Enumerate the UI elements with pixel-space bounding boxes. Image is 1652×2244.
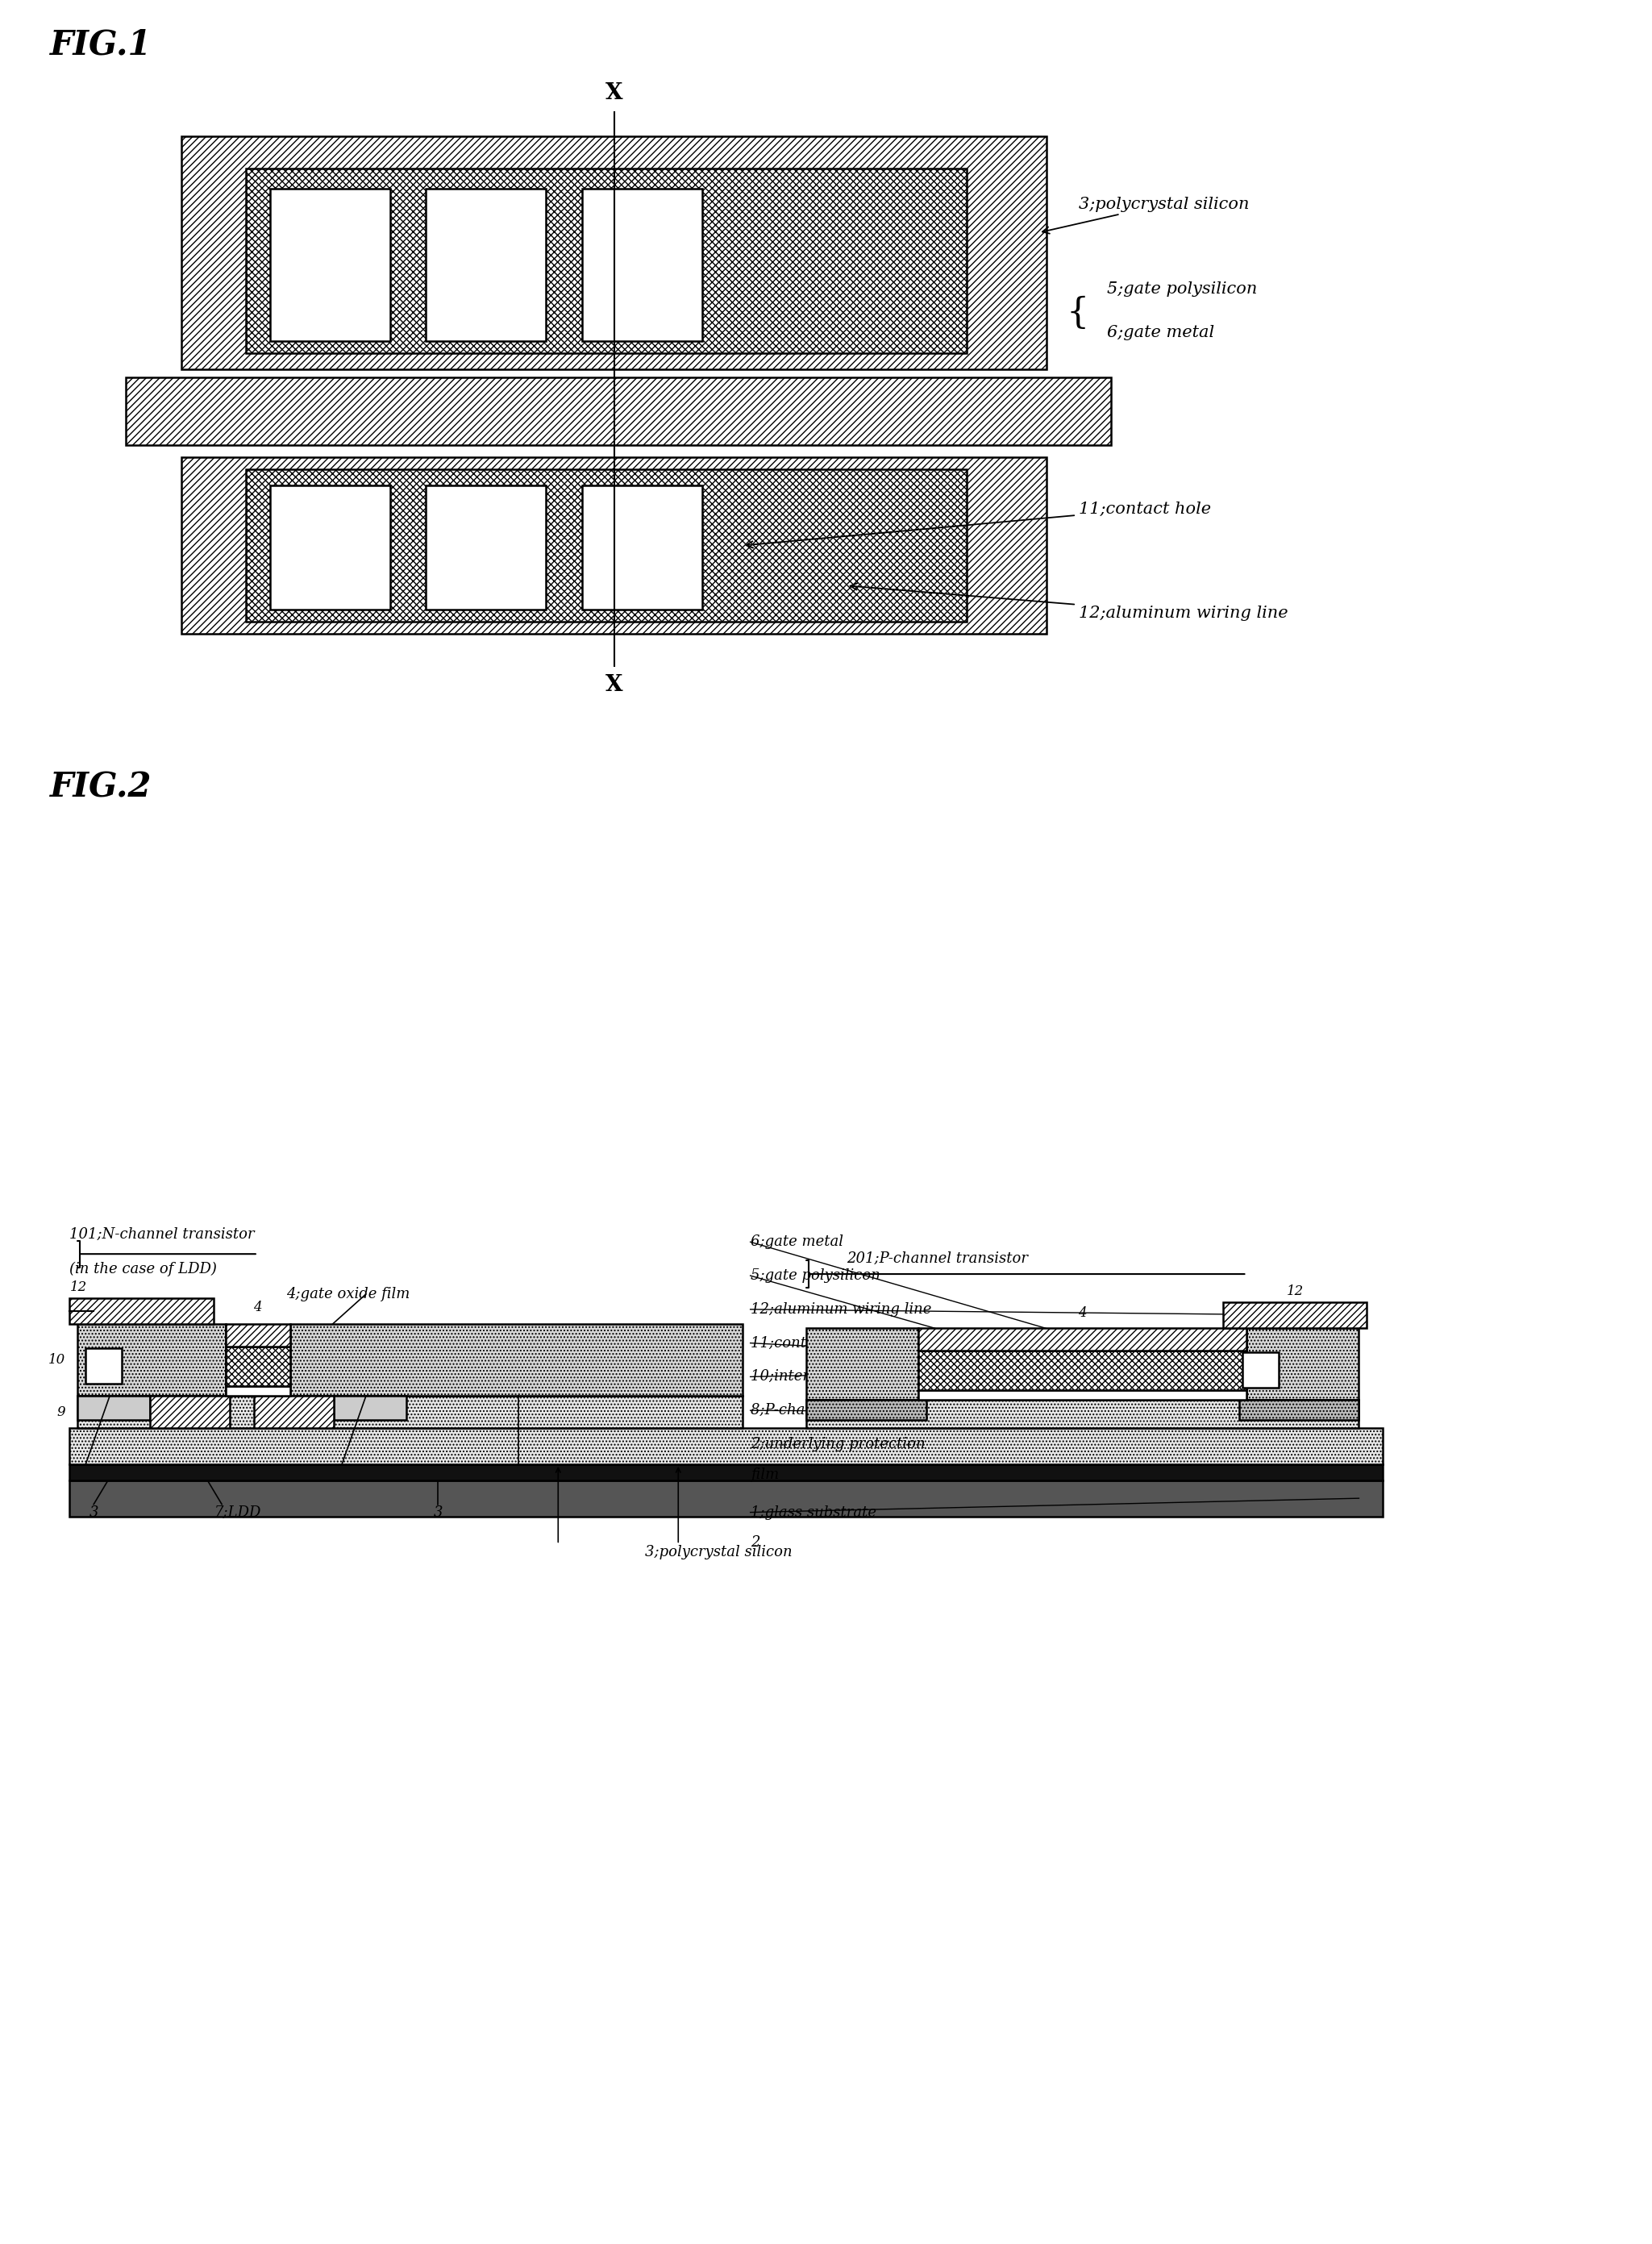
Text: (in the case of LDD): (in the case of LDD) (69, 1261, 216, 1277)
Bar (582, 485, 702, 610)
Text: 12;aluminum wiring line: 12;aluminum wiring line (851, 583, 1289, 622)
Text: 7;LDD: 7;LDD (215, 1506, 261, 1519)
Bar (426, 188, 547, 341)
Text: 4: 4 (1079, 1306, 1087, 1319)
Bar (182, 458, 1047, 633)
Text: 6: 6 (177, 1328, 185, 1342)
Text: 101;N-channel transistor: 101;N-channel transistor (69, 1227, 254, 1241)
Bar (1239, 1400, 1360, 1420)
Text: 2;underlying protection: 2;underlying protection (750, 1436, 925, 1452)
Text: 5;gate polysilicon: 5;gate polysilicon (750, 1268, 881, 1284)
Text: 11: 11 (81, 1328, 99, 1342)
Text: 12;aluminum wiring line: 12;aluminum wiring line (750, 1302, 932, 1317)
Text: 12: 12 (1287, 1284, 1303, 1297)
Text: 6;gate metal: 6;gate metal (1107, 325, 1214, 341)
Text: 4: 4 (253, 1302, 263, 1315)
Bar (919, 1328, 1247, 1351)
Text: 5: 5 (218, 1328, 226, 1342)
Bar (226, 1346, 289, 1387)
Bar (246, 469, 966, 622)
Bar (78, 1396, 742, 1427)
Text: 1;glass substrate: 1;glass substrate (750, 1506, 876, 1519)
Bar (289, 1324, 742, 1396)
Bar (582, 188, 702, 341)
Bar (69, 1463, 1383, 1481)
Text: 201;P-channel transistor: 201;P-channel transistor (846, 1252, 1028, 1266)
Text: 3;polycrystal silicon: 3;polycrystal silicon (1042, 197, 1249, 233)
Text: 6;gate metal: 6;gate metal (750, 1234, 843, 1250)
Bar (806, 1400, 1360, 1427)
Bar (226, 1324, 289, 1346)
Bar (919, 1391, 1247, 1400)
Bar (806, 1400, 927, 1420)
Text: 3: 3 (89, 1506, 99, 1519)
Text: 12: 12 (69, 1281, 88, 1295)
Text: 9;N-ch S/D: 9;N-ch S/D (230, 1400, 297, 1411)
Bar (86, 1349, 122, 1385)
Bar (69, 1481, 1383, 1517)
Text: film: film (750, 1468, 778, 1481)
Bar (150, 1396, 230, 1427)
Bar (182, 137, 1047, 368)
Bar (226, 1387, 289, 1396)
Text: 11: 11 (1242, 1391, 1260, 1405)
Text: 10;inter-layer insulation film: 10;inter-layer insulation film (750, 1369, 961, 1385)
Bar (78, 1324, 226, 1396)
Bar (269, 485, 390, 610)
Text: 5;gate polysilicon: 5;gate polysilicon (1107, 280, 1257, 296)
Text: FIG.1: FIG.1 (50, 29, 152, 63)
Bar (1222, 1302, 1366, 1328)
Bar (1242, 1351, 1279, 1389)
Text: 10: 10 (314, 1353, 330, 1367)
Text: X: X (606, 83, 623, 103)
Bar (69, 1427, 1383, 1463)
Bar (806, 1328, 919, 1400)
Text: 3;polycrystal silicon: 3;polycrystal silicon (644, 1546, 791, 1560)
Text: 11;contact hole: 11;contact hole (747, 500, 1211, 548)
Bar (1247, 1328, 1360, 1400)
Text: 4;gate oxide film: 4;gate oxide film (286, 1286, 410, 1302)
Text: X: X (606, 673, 623, 696)
Text: 10: 10 (169, 1360, 185, 1373)
Text: 8;P-channel source/drain: 8;P-channel source/drain (750, 1402, 935, 1418)
Bar (254, 1396, 334, 1427)
Text: FIG.2: FIG.2 (50, 770, 152, 803)
Bar (126, 377, 1110, 444)
Text: 10: 10 (1256, 1358, 1272, 1371)
Text: 3: 3 (433, 1506, 443, 1519)
Text: 11;contact hole: 11;contact hole (750, 1335, 864, 1351)
Bar (69, 1297, 213, 1324)
Text: 10: 10 (48, 1353, 66, 1367)
Bar (269, 188, 390, 341)
Text: {: { (1067, 296, 1089, 330)
Bar (426, 485, 547, 610)
Text: 9: 9 (58, 1405, 66, 1418)
Bar (246, 168, 966, 352)
Bar (78, 1396, 150, 1420)
Bar (919, 1351, 1247, 1391)
Bar (334, 1396, 406, 1420)
Text: 2: 2 (750, 1535, 760, 1551)
